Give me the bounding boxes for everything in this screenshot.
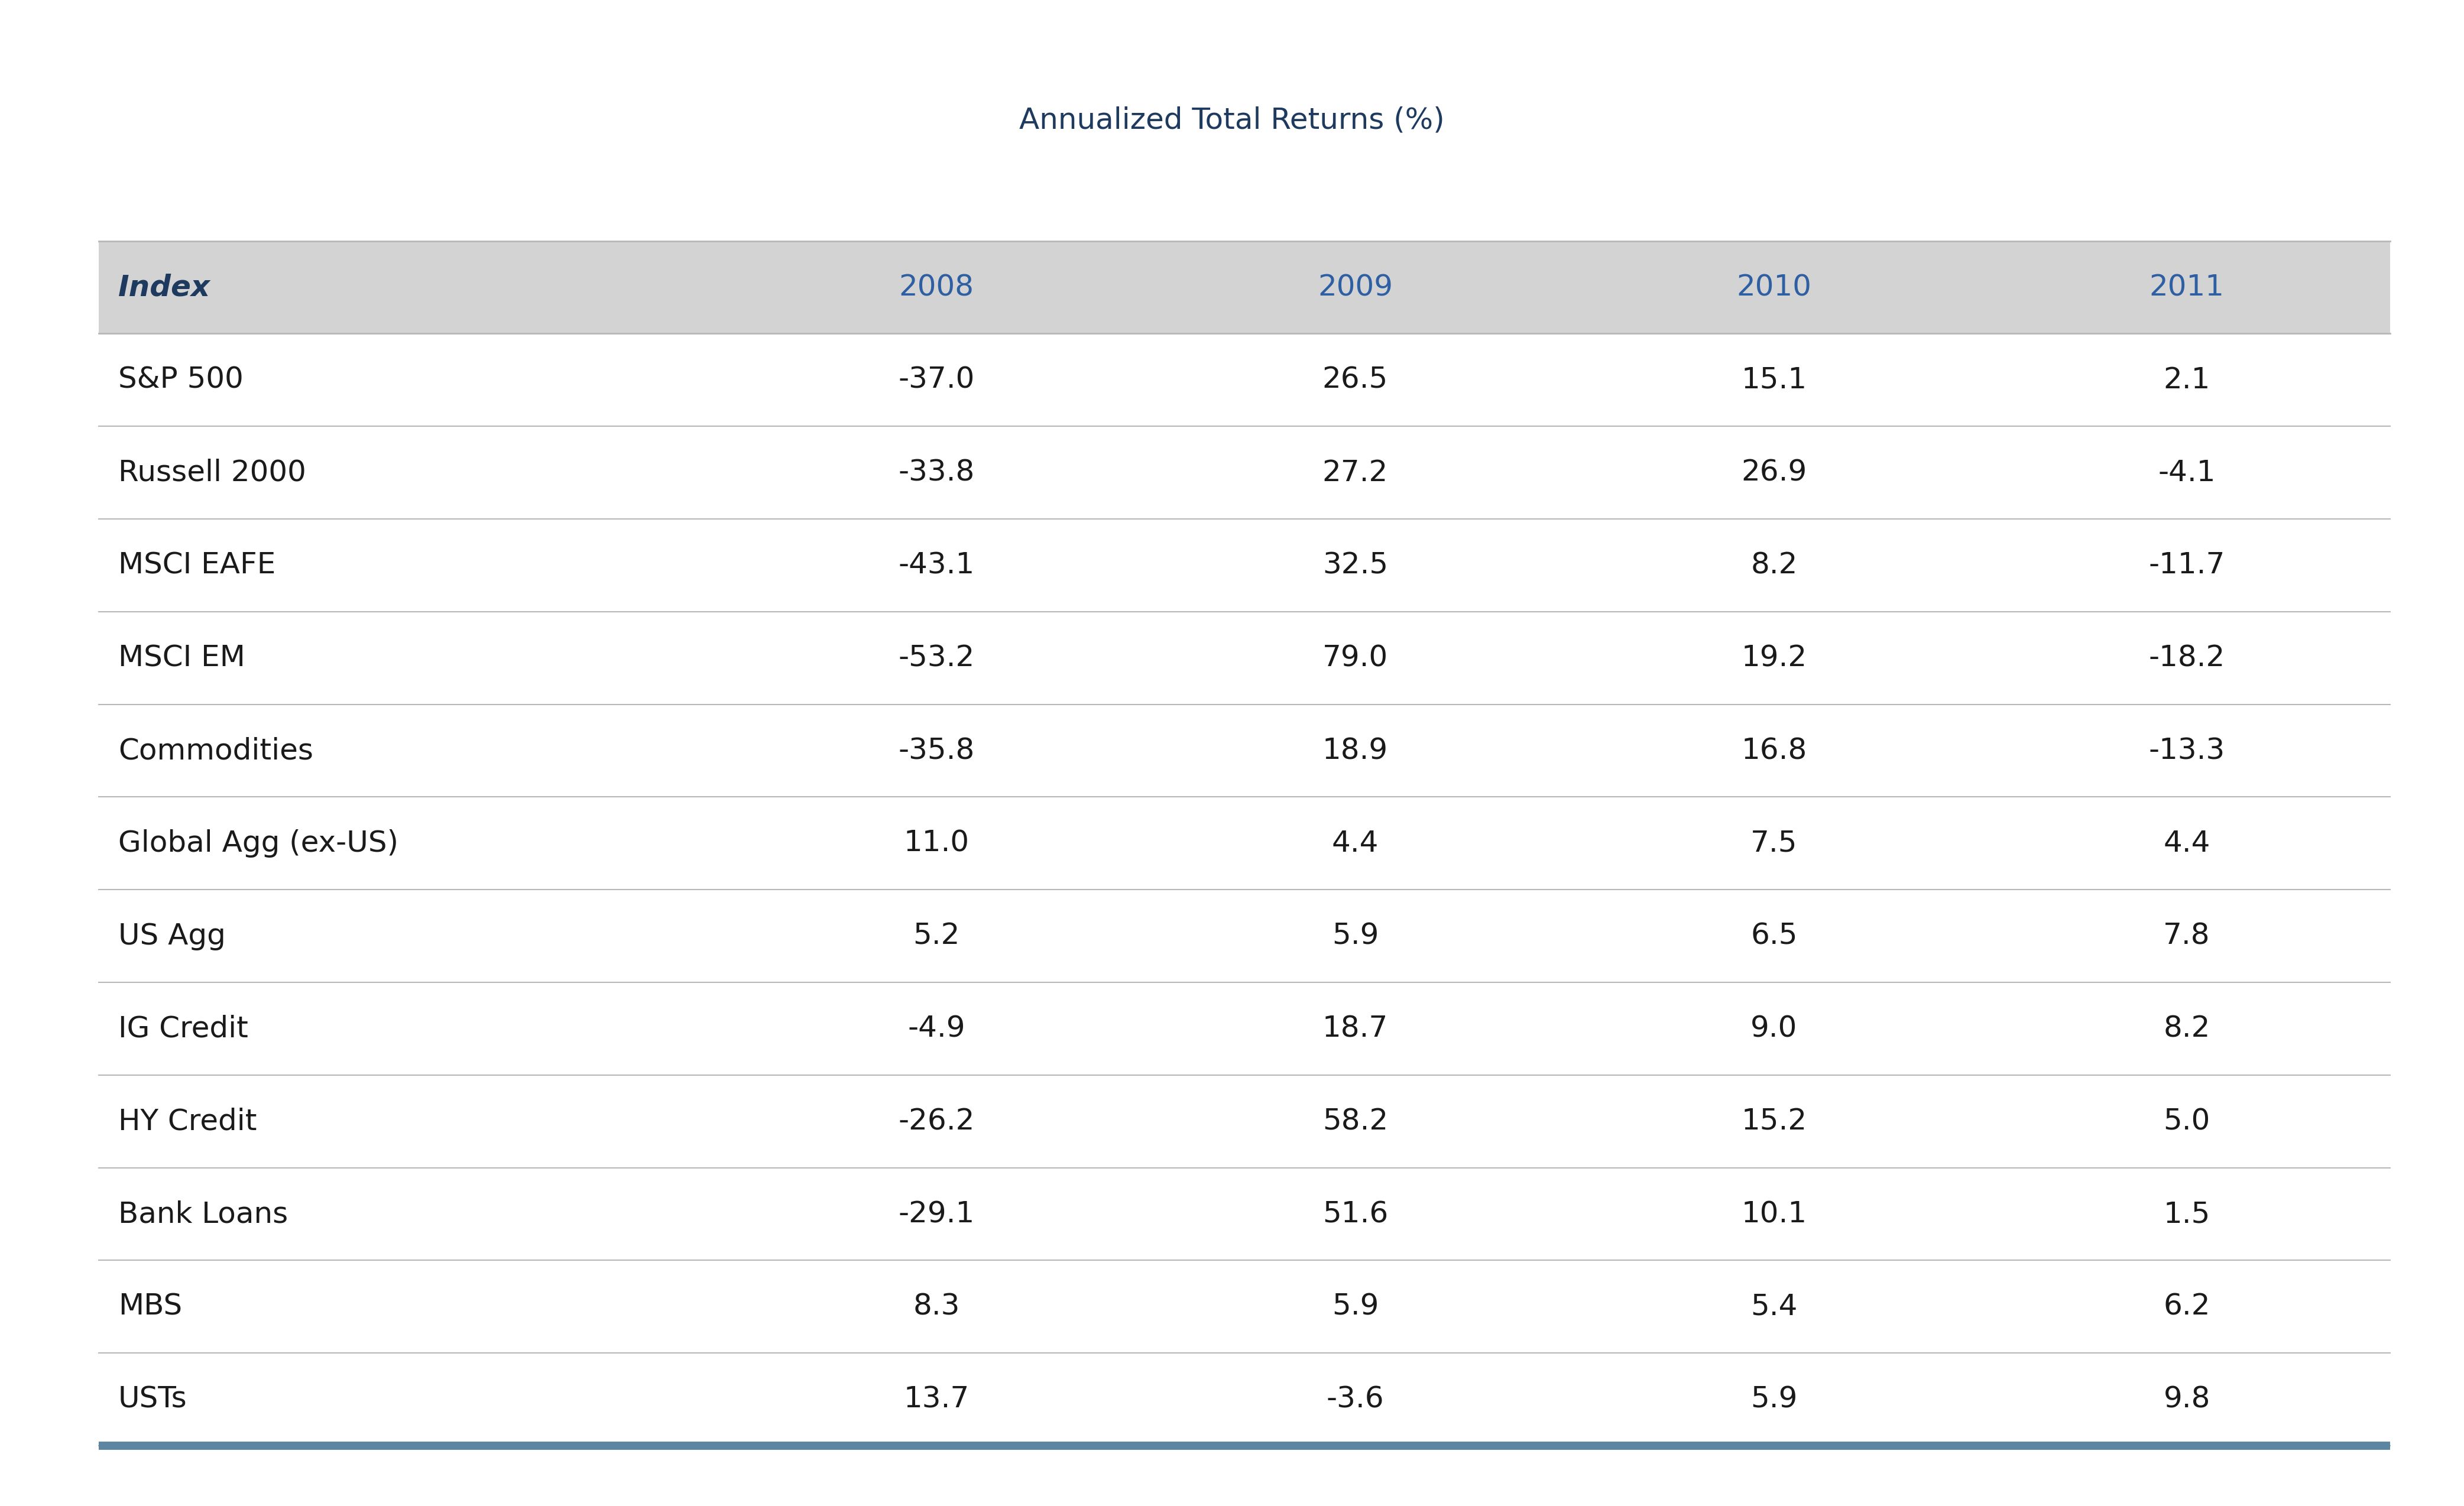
Text: 27.2: 27.2 <box>1323 458 1387 486</box>
Text: 5.9: 5.9 <box>1749 1386 1799 1414</box>
Text: 18.7: 18.7 <box>1323 1015 1387 1042</box>
Text: Global Agg (ex-US): Global Agg (ex-US) <box>118 830 399 857</box>
Bar <box>99 241 2390 334</box>
Text: 11.0: 11.0 <box>904 830 968 857</box>
Text: Index: Index <box>118 273 209 301</box>
Text: 16.8: 16.8 <box>1742 736 1806 765</box>
Text: 2008: 2008 <box>899 273 973 301</box>
Text: 5.9: 5.9 <box>1331 1292 1380 1321</box>
Text: 2009: 2009 <box>1318 273 1392 301</box>
Text: 6.2: 6.2 <box>2163 1292 2210 1321</box>
Text: 10.1: 10.1 <box>1742 1200 1806 1229</box>
Text: 7.8: 7.8 <box>2163 922 2210 950</box>
Text: MSCI EM: MSCI EM <box>118 645 246 672</box>
Text: -26.2: -26.2 <box>897 1107 976 1136</box>
Text: 8.2: 8.2 <box>1749 551 1799 580</box>
Text: 5.0: 5.0 <box>2163 1107 2210 1136</box>
Text: Commodities: Commodities <box>118 736 313 765</box>
Text: -18.2: -18.2 <box>2149 645 2225 672</box>
Text: 8.3: 8.3 <box>912 1292 961 1321</box>
Text: -11.7: -11.7 <box>2149 551 2225 580</box>
Text: 19.2: 19.2 <box>1742 645 1806 672</box>
Text: 51.6: 51.6 <box>1323 1200 1387 1229</box>
Text: -3.6: -3.6 <box>1326 1386 1385 1414</box>
Text: USTs: USTs <box>118 1386 187 1414</box>
Text: 9.8: 9.8 <box>2163 1386 2210 1414</box>
Text: 15.1: 15.1 <box>1742 366 1806 395</box>
Text: -33.8: -33.8 <box>897 458 976 486</box>
Text: -29.1: -29.1 <box>897 1200 976 1229</box>
Text: 58.2: 58.2 <box>1323 1107 1387 1136</box>
Text: US Agg: US Agg <box>118 922 227 950</box>
Text: 1.5: 1.5 <box>2163 1200 2210 1229</box>
Text: -43.1: -43.1 <box>897 551 976 580</box>
Text: MSCI EAFE: MSCI EAFE <box>118 551 276 580</box>
Text: 18.9: 18.9 <box>1323 736 1387 765</box>
Text: -37.0: -37.0 <box>897 366 976 395</box>
Text: MBS: MBS <box>118 1292 182 1321</box>
Text: 7.5: 7.5 <box>1749 830 1799 857</box>
Text: -35.8: -35.8 <box>897 736 976 765</box>
Text: 5.4: 5.4 <box>1749 1292 1799 1321</box>
Text: Russell 2000: Russell 2000 <box>118 458 306 486</box>
Text: Bank Loans: Bank Loans <box>118 1200 288 1229</box>
Text: S&P 500: S&P 500 <box>118 366 244 395</box>
Text: 15.2: 15.2 <box>1742 1107 1806 1136</box>
Text: -4.9: -4.9 <box>907 1015 966 1042</box>
Text: 79.0: 79.0 <box>1323 645 1387 672</box>
Text: 6.5: 6.5 <box>1749 922 1799 950</box>
Text: 2010: 2010 <box>1737 273 1811 301</box>
Text: 32.5: 32.5 <box>1323 551 1387 580</box>
Text: -4.1: -4.1 <box>2158 458 2215 486</box>
Text: -13.3: -13.3 <box>2149 736 2225 765</box>
Text: 2.1: 2.1 <box>2163 366 2210 395</box>
Text: 2011: 2011 <box>2149 273 2225 301</box>
Text: 26.9: 26.9 <box>1742 458 1806 486</box>
Text: 5.9: 5.9 <box>1331 922 1380 950</box>
Text: Annualized Total Returns (%): Annualized Total Returns (%) <box>1020 107 1444 134</box>
Text: 9.0: 9.0 <box>1749 1015 1799 1042</box>
Text: IG Credit: IG Credit <box>118 1015 249 1042</box>
Text: HY Credit: HY Credit <box>118 1107 256 1136</box>
Text: 13.7: 13.7 <box>904 1386 968 1414</box>
Text: 5.2: 5.2 <box>912 922 961 950</box>
Text: 4.4: 4.4 <box>1331 830 1380 857</box>
Text: 26.5: 26.5 <box>1323 366 1387 395</box>
Text: -53.2: -53.2 <box>897 645 976 672</box>
Text: 4.4: 4.4 <box>2163 830 2210 857</box>
Text: 8.2: 8.2 <box>2163 1015 2210 1042</box>
